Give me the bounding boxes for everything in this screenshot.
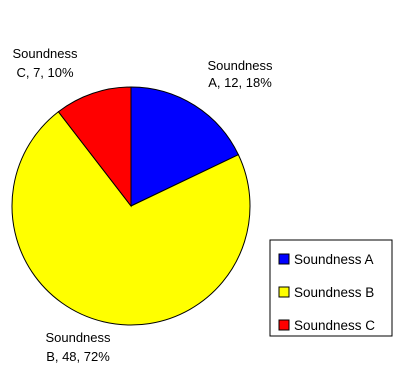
pie-slice-soundness-c	[57, 86, 132, 208]
data-label-soundness-c-line1: Soundness	[12, 46, 78, 61]
legend: Soundness A Soundness B Soundness C	[269, 239, 393, 337]
data-label-soundness-b-line2: B, 48, 72%	[46, 349, 110, 364]
data-labels: Soundness A, 12, 18% Soundness B, 48, 72% So…	[12, 46, 273, 364]
data-label-soundness-b-line1: Soundness	[45, 330, 111, 345]
legend-label-soundness-c: Soundness C	[294, 318, 375, 333]
legend-swatch-soundness-a	[278, 253, 290, 265]
legend-label-soundness-b: Soundness B	[294, 285, 374, 300]
data-label-soundness-a-line1: Soundness	[207, 58, 273, 73]
pie-slice-soundness-b	[11, 111, 251, 326]
legend-label-soundness-a: Soundness A	[294, 252, 374, 267]
legend-swatch-soundness-b	[278, 286, 290, 298]
pie-slices	[11, 86, 251, 326]
legend-swatch-soundness-c	[278, 319, 290, 331]
pie-slice-soundness-a	[130, 86, 240, 207]
data-label-soundness-a-line2: A, 12, 18%	[208, 75, 272, 90]
legend-box	[269, 239, 393, 337]
data-label-soundness-c-line2: C, 7, 10%	[16, 65, 74, 80]
